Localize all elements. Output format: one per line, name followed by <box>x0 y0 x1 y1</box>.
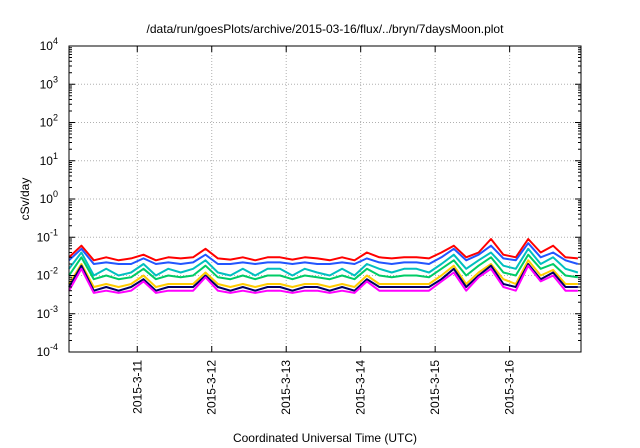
y-tick-label: 101 <box>40 151 58 168</box>
y-tick-exponent: 4 <box>53 36 58 46</box>
y-tick-label: 10-4 <box>37 342 58 359</box>
series-layer <box>68 238 579 294</box>
grid <box>69 46 581 352</box>
y-tick-base: 10 <box>40 116 54 130</box>
y-tick-exponent: 1 <box>53 151 58 161</box>
x-axis-label: Coordinated Universal Time (UTC) <box>233 431 417 445</box>
y-tick-base: 10 <box>37 269 51 283</box>
y-axis-label: cSv/day <box>18 178 32 221</box>
y-tick-base: 10 <box>40 154 54 168</box>
y-tick-base: 10 <box>40 77 54 91</box>
series-line-5 <box>68 259 578 288</box>
x-tick-label: 2015-3-13 <box>279 360 293 415</box>
series-line-1 <box>68 238 578 262</box>
y-tick-exponent: 0 <box>53 189 58 199</box>
series-line-2 <box>68 242 579 265</box>
y-tick-label: 10-2 <box>37 266 58 283</box>
series-line-3 <box>68 247 579 277</box>
x-tick-label: 2015-3-15 <box>428 360 442 415</box>
x-tick-label: 2015-3-11 <box>130 360 144 414</box>
y-tick-exponent: -1 <box>50 227 58 237</box>
y-tick-exponent: 2 <box>53 113 58 123</box>
y-tick-label: 102 <box>40 113 58 130</box>
y-tick-exponent: 3 <box>53 74 58 84</box>
chart-title: /data/run/goesPlots/archive/2015-03-16/f… <box>147 22 505 36</box>
y-tick-label: 104 <box>40 36 58 53</box>
y-tick-base: 10 <box>37 230 51 244</box>
series-line-6 <box>68 263 578 292</box>
ticks <box>69 45 581 353</box>
y-tick-exponent: -2 <box>50 266 58 276</box>
y-tick-base: 10 <box>40 39 54 53</box>
series-line-4 <box>68 253 579 281</box>
y-tick-exponent: -4 <box>50 342 58 352</box>
y-tick-label: 103 <box>40 74 58 91</box>
x-tick-label: 2015-3-12 <box>205 360 219 415</box>
x-tick-label: 2015-3-16 <box>503 360 517 415</box>
y-tick-exponent: -3 <box>50 304 58 314</box>
x-tick-labels: 2015-3-11 2015-3-12 2015-3-13 2015-3-14 2015… <box>130 360 516 415</box>
y-tick-base: 10 <box>40 192 54 206</box>
y-tick-base: 10 <box>37 307 51 321</box>
y-tick-label: 100 <box>40 189 58 206</box>
y-tick-base: 10 <box>37 345 51 359</box>
y-tick-label: 10-1 <box>37 227 58 244</box>
series-line-7 <box>68 264 578 294</box>
y-tick-label: 10-3 <box>37 304 58 321</box>
x-tick-label: 2015-3-14 <box>354 360 368 415</box>
